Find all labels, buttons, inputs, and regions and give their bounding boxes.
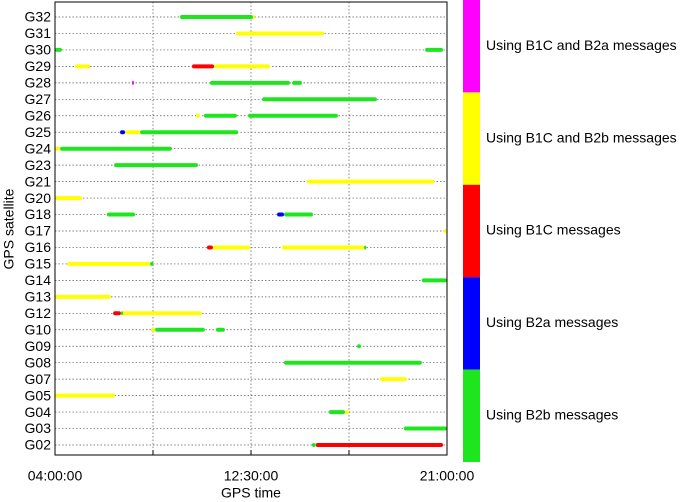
- segment: [140, 130, 239, 135]
- segment: [120, 311, 202, 316]
- segment: [55, 294, 112, 299]
- segment: [292, 80, 302, 85]
- segment: [113, 311, 121, 316]
- segment: [212, 245, 251, 250]
- segment: [55, 393, 115, 398]
- y-tick-label: G29: [25, 58, 52, 74]
- segment: [55, 146, 61, 151]
- segment: [214, 64, 270, 69]
- segment: [150, 327, 156, 332]
- y-tick-label: G21: [25, 173, 52, 189]
- y-tick-label: G16: [25, 239, 52, 255]
- y-tick-label: G07: [25, 371, 52, 387]
- segment: [155, 327, 205, 332]
- legend-swatch: [463, 369, 480, 462]
- y-tick-label: G14: [25, 272, 52, 288]
- segment: [132, 80, 135, 85]
- segment: [253, 15, 256, 19]
- segment: [363, 245, 367, 250]
- segment: [311, 443, 316, 447]
- y-tick-label: G30: [25, 42, 52, 58]
- y-tick-label: G13: [25, 289, 52, 305]
- y-tick-label: G04: [25, 404, 52, 420]
- legend-label: Using B1C and B2a messages: [486, 37, 677, 53]
- segment: [307, 179, 435, 184]
- y-tick-label: G31: [25, 25, 52, 41]
- y-tick-label: G28: [25, 75, 52, 91]
- segment: [120, 311, 123, 316]
- segment: [55, 47, 62, 52]
- segment: [277, 212, 284, 217]
- segment: [75, 64, 91, 69]
- legend-swatch: [463, 184, 480, 278]
- segment: [421, 278, 447, 283]
- legend-swatch: [463, 277, 480, 370]
- segment: [248, 113, 338, 118]
- segment: [120, 130, 126, 135]
- segment: [444, 229, 447, 233]
- legend-swatch: [463, 0, 480, 93]
- segment: [345, 410, 349, 415]
- y-tick-label: G03: [25, 420, 52, 436]
- segment: [283, 212, 314, 217]
- segment: [425, 47, 444, 52]
- segment: [60, 146, 172, 151]
- segment: [281, 245, 364, 250]
- y-tick-label: G05: [25, 387, 52, 403]
- legend-label: Using B2b messages: [486, 407, 618, 423]
- segment: [203, 113, 237, 118]
- legend-label: Using B2a messages: [486, 314, 618, 330]
- y-tick-label: G12: [25, 305, 52, 321]
- x-tick-label: 12:30:00: [224, 468, 279, 484]
- y-tick-label: G18: [25, 206, 52, 222]
- segment: [150, 261, 154, 266]
- segment: [357, 344, 361, 349]
- y-tick-label: G23: [25, 157, 52, 173]
- segment: [191, 64, 215, 69]
- segment: [403, 426, 447, 431]
- segment: [315, 443, 444, 447]
- y-tick-label: G08: [25, 354, 52, 370]
- legend-label: Using B1C and B2b messages: [486, 129, 677, 145]
- segment: [262, 97, 377, 102]
- y-tick-label: G26: [25, 107, 52, 123]
- segment: [379, 377, 407, 382]
- segment: [236, 31, 325, 36]
- y-tick-label: G20: [25, 190, 52, 206]
- x-tick-label: 21:00:00: [420, 468, 475, 484]
- y-tick-label: G15: [25, 256, 52, 272]
- segment: [66, 261, 151, 266]
- y-axis-label: GPS satellite: [1, 188, 17, 269]
- segment: [328, 410, 346, 415]
- y-tick-label: G24: [25, 140, 52, 156]
- legend-label: Using B1C messages: [486, 222, 621, 238]
- y-tick-label: G09: [25, 338, 52, 354]
- y-tick-label: G27: [25, 91, 52, 107]
- legend-swatch: [463, 92, 480, 185]
- segment: [195, 113, 201, 118]
- segment: [206, 245, 213, 250]
- y-tick-label: G17: [25, 223, 52, 239]
- x-axis-label: GPS time: [221, 485, 281, 501]
- x-tick-label: 04:00:00: [28, 468, 83, 484]
- segment: [125, 130, 141, 135]
- plot-frame: [54, 1, 448, 456]
- y-tick-label: G02: [25, 437, 52, 453]
- segment: [283, 360, 422, 365]
- segment: [114, 163, 198, 168]
- y-tick-label: G25: [25, 124, 52, 140]
- segment: [215, 327, 225, 332]
- segment: [55, 196, 82, 201]
- segment: [209, 80, 290, 85]
- segment: [179, 15, 254, 19]
- y-tick-label: G10: [25, 321, 52, 337]
- segment: [106, 212, 136, 217]
- y-tick-label: G32: [25, 9, 52, 25]
